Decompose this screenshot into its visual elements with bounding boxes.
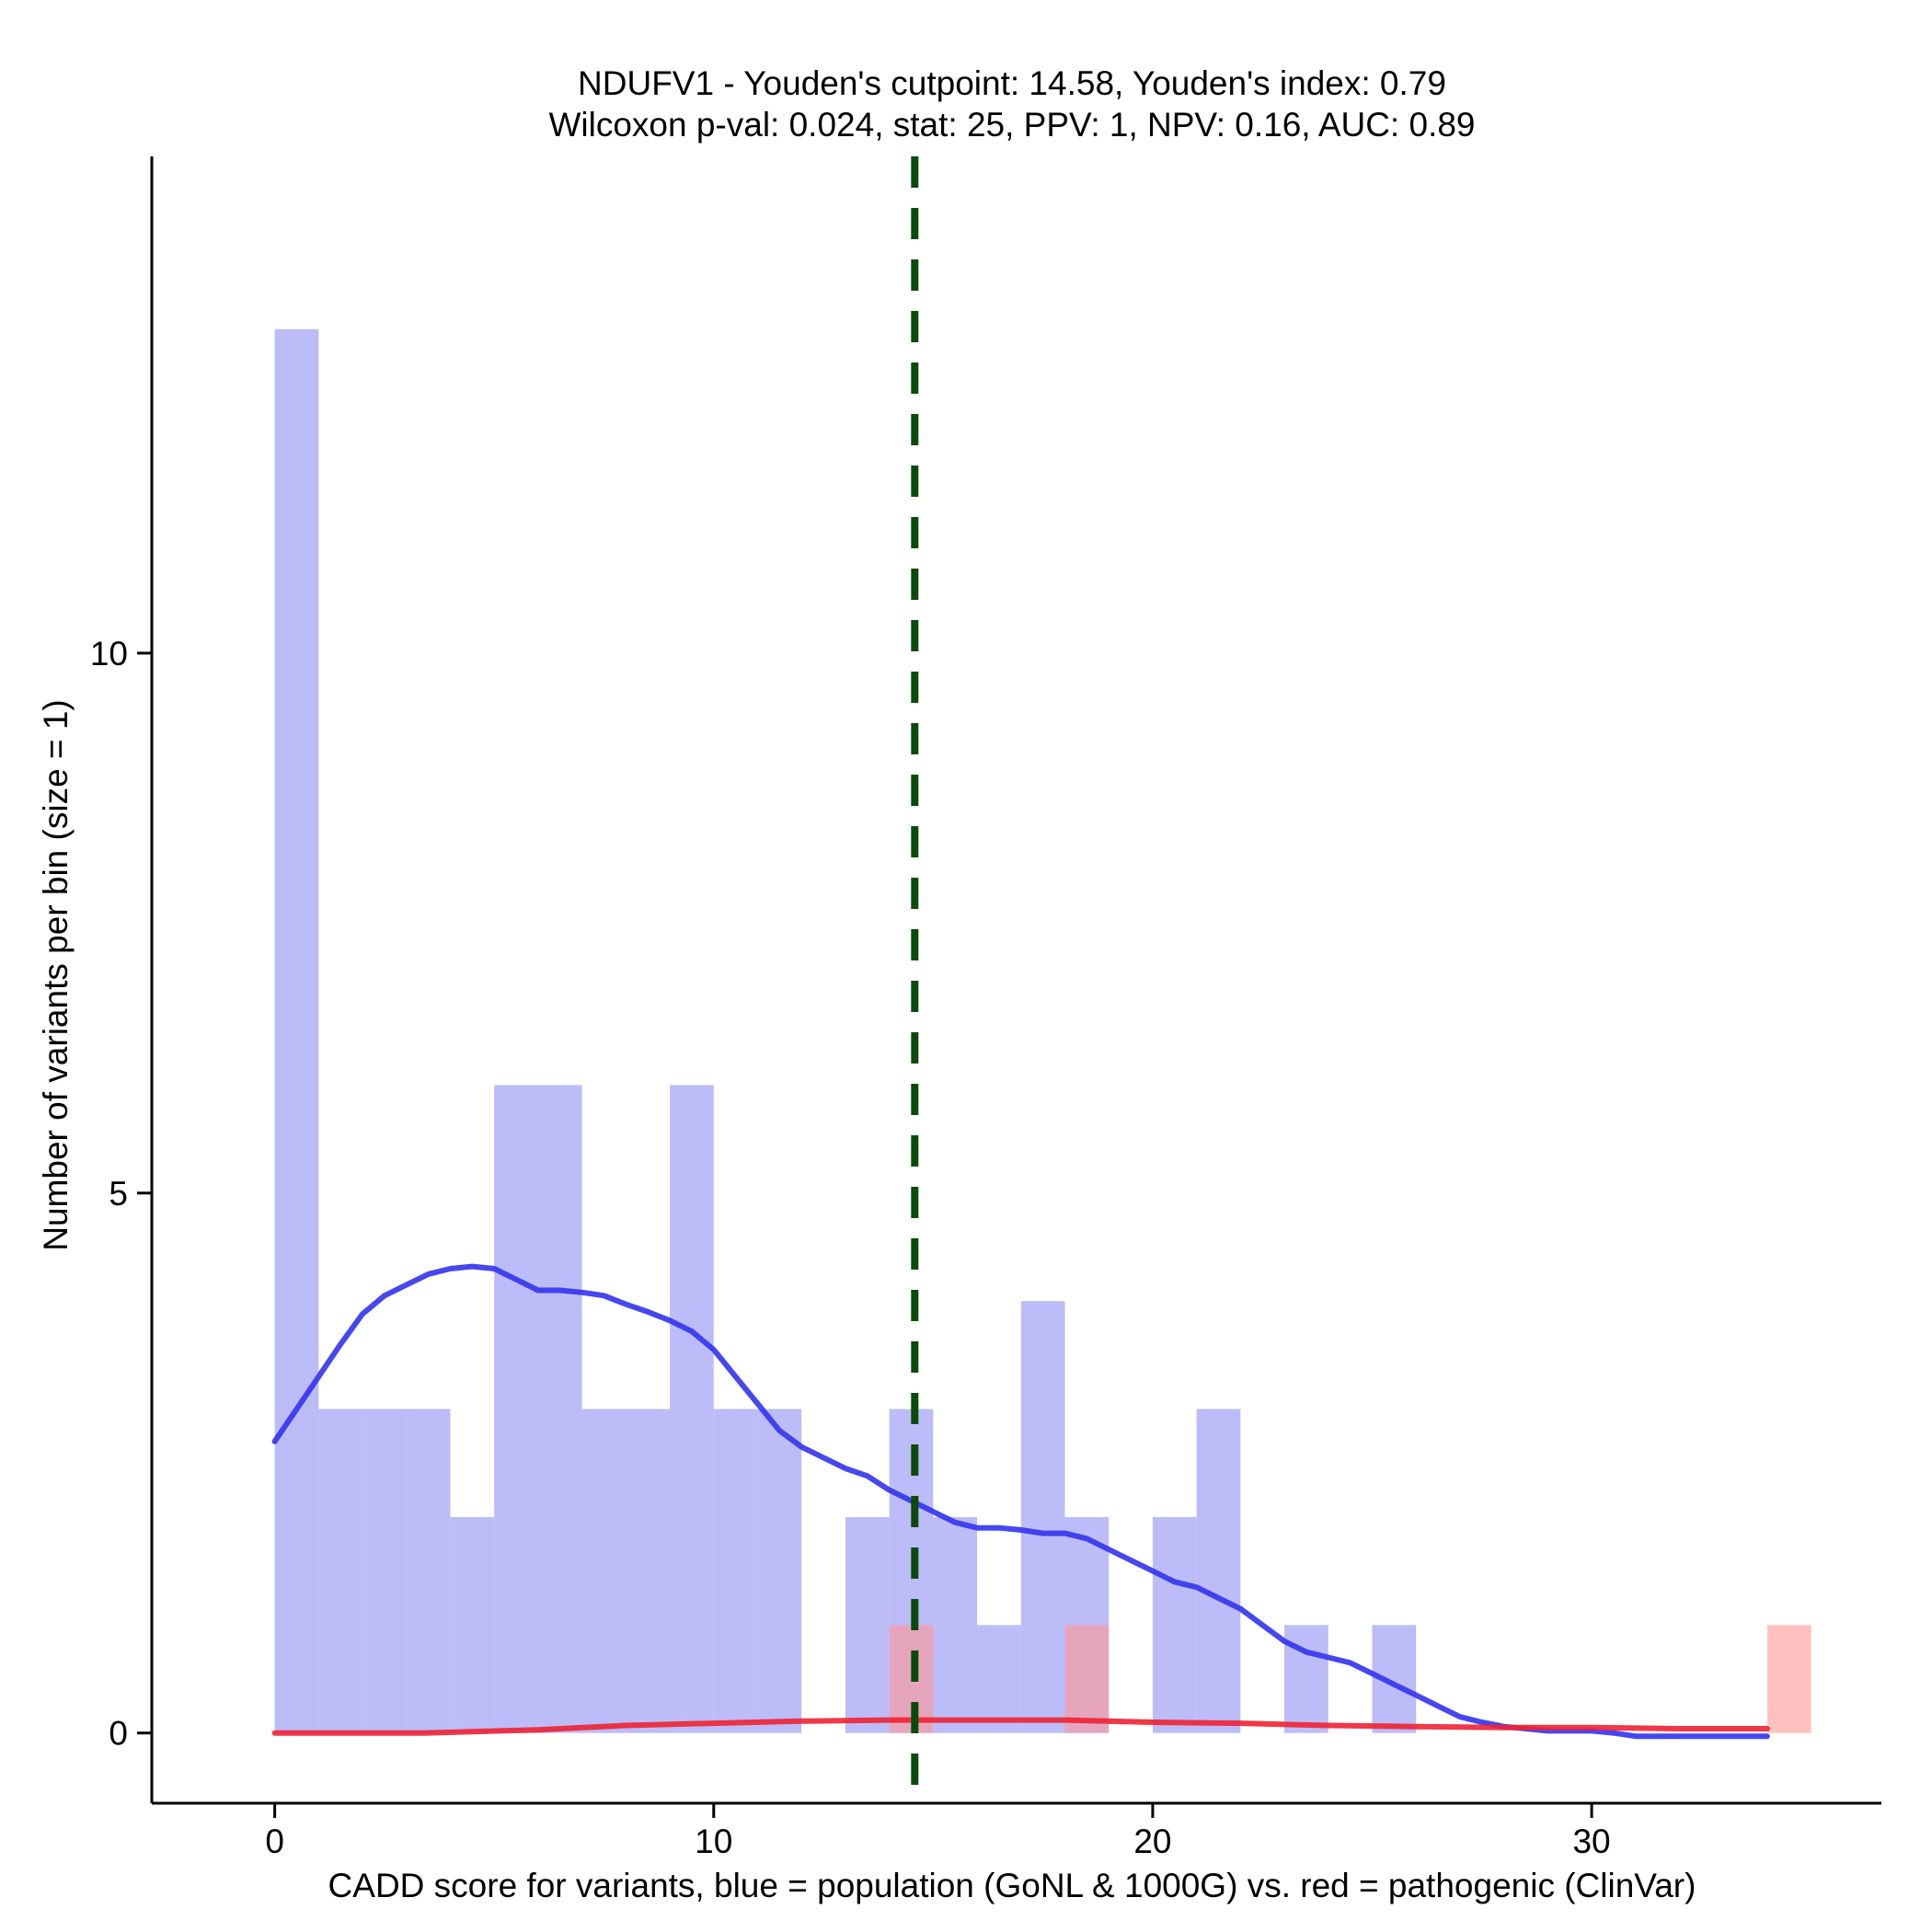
y-axis-label: Number of variants per bin (size = 1) <box>37 699 75 1250</box>
population-bar <box>845 1516 890 1733</box>
population-bar <box>713 1409 758 1733</box>
y-tick-label: 5 <box>109 1175 128 1213</box>
y-tick-label: 10 <box>90 635 128 673</box>
x-axis-ticks: 0 10 20 30 <box>265 1803 1611 1860</box>
population-bar <box>757 1409 802 1733</box>
population-bar <box>406 1409 451 1733</box>
population-bar <box>1284 1625 1328 1733</box>
population-bar <box>1196 1409 1241 1733</box>
x-tick-label: 30 <box>1572 1823 1610 1860</box>
chart-title-line2: Wilcoxon p-val: 0.024, stat: 25, PPV: 1,… <box>548 106 1475 144</box>
population-bar <box>1020 1301 1065 1733</box>
population-bar <box>977 1625 1021 1733</box>
population-bar <box>494 1085 538 1733</box>
pathogenic-bars <box>889 1625 1811 1733</box>
pathogenic-density-curve <box>271 1717 1770 1736</box>
y-tick-label: 0 <box>109 1715 128 1753</box>
x-tick-label: 0 <box>265 1823 284 1860</box>
population-bars <box>274 328 1417 1733</box>
x-tick-label: 20 <box>1133 1823 1171 1860</box>
population-bar <box>537 1085 582 1733</box>
axes <box>150 156 1881 1805</box>
population-bar <box>670 1085 714 1733</box>
population-bar <box>450 1516 495 1733</box>
x-tick-label: 10 <box>695 1823 732 1860</box>
pathogenic-bar <box>1064 1625 1110 1733</box>
density-curves <box>271 1263 1770 1740</box>
population-bar <box>1152 1516 1197 1733</box>
population-bar <box>318 1409 363 1733</box>
x-axis-label: CADD score for variants, blue = populati… <box>328 1867 1696 1904</box>
population-bar <box>626 1409 671 1733</box>
population-bar <box>362 1409 407 1733</box>
chart-title-line1: NDUFV1 - Youden's cutpoint: 14.58, Youde… <box>578 64 1446 102</box>
population-density-curve <box>271 1263 1770 1740</box>
population-bar <box>581 1409 627 1733</box>
pathogenic-bar <box>1766 1625 1811 1733</box>
y-axis-ticks: 0 5 10 <box>90 635 152 1753</box>
population-bar <box>933 1516 978 1733</box>
population-bar <box>274 328 319 1733</box>
